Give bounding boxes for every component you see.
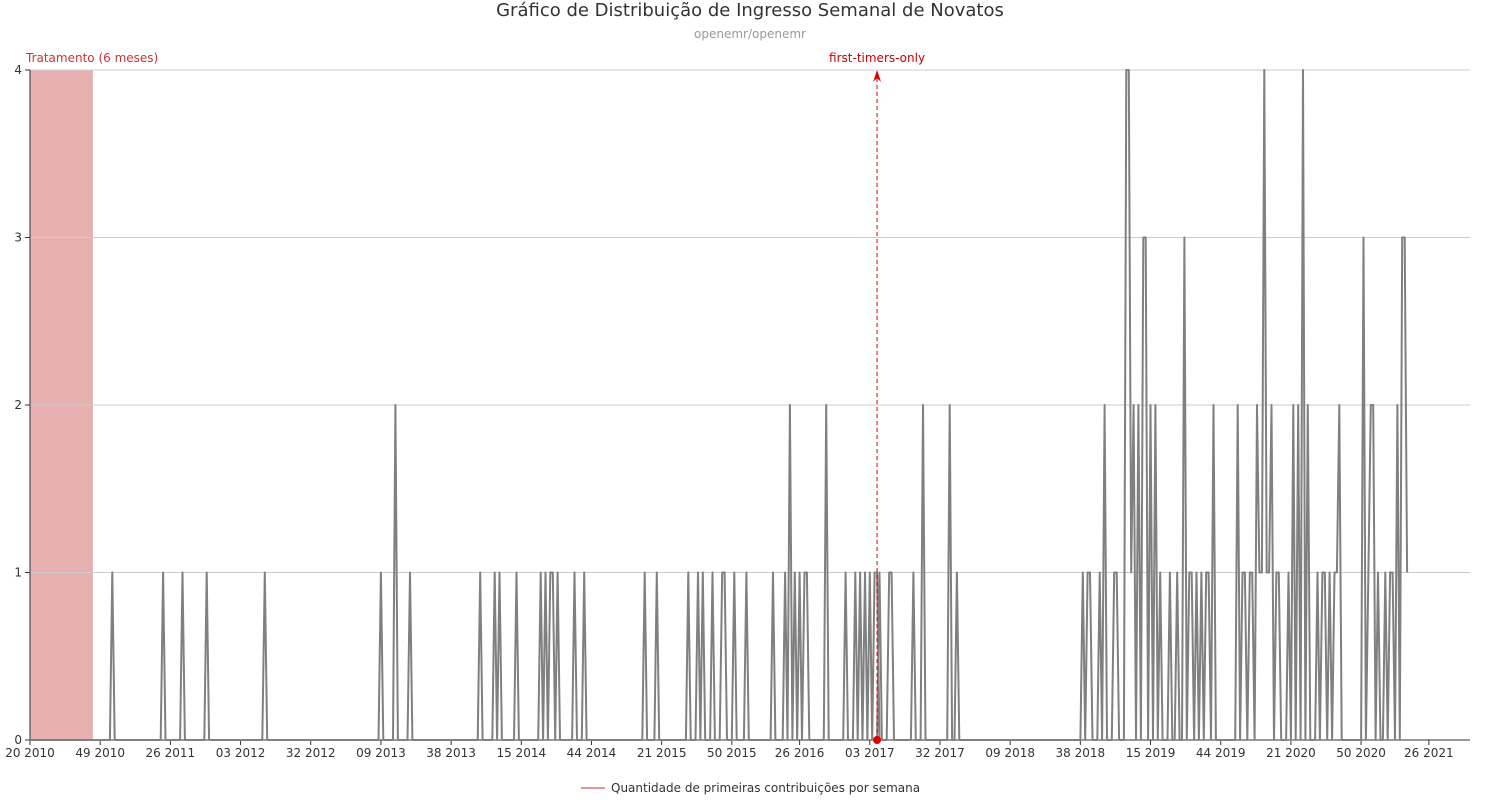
- x-tick-label: 03 2012: [216, 746, 266, 760]
- legend-label: Quantidade de primeiras contribuições po…: [611, 781, 920, 795]
- x-tick-label: 38 2013: [426, 746, 476, 760]
- x-tick-label: 49 2010: [75, 746, 125, 760]
- chart-subtitle: openemr/openemr: [694, 27, 806, 41]
- x-tick-label: 44 2014: [567, 746, 617, 760]
- legend[interactable]: Quantidade de primeiras contribuições po…: [581, 781, 920, 795]
- series-line: [30, 69, 1409, 741]
- x-tick-label: 03 2017: [845, 746, 895, 760]
- treatment-band-layer: Tratamento (6 meses): [25, 51, 158, 740]
- x-tick-label: 20 2010: [5, 746, 55, 760]
- x-tick-label: 44 2019: [1196, 746, 1246, 760]
- x-tick-label: 15 2019: [1126, 746, 1176, 760]
- marker-arrow: [873, 70, 882, 82]
- y-tick-label: 2: [14, 398, 22, 412]
- x-tick-label: 09 2013: [356, 746, 406, 760]
- x-tick-label: 38 2018: [1056, 746, 1106, 760]
- treatment-band-label: Tratamento (6 meses): [25, 51, 158, 65]
- x-tick-label: 50 2015: [707, 746, 757, 760]
- chart-title: Gráfico de Distribuição de Ingresso Sema…: [496, 0, 1004, 21]
- x-tick-label: 50 2020: [1336, 746, 1386, 760]
- y-tick-label: 1: [14, 566, 22, 580]
- x-tick-label: 15 2014: [496, 746, 546, 760]
- y-axis: 0 1 2 3 4: [14, 63, 31, 747]
- x-tick-label: 32 2012: [286, 746, 336, 760]
- y-tick-label: 0: [14, 733, 22, 747]
- x-tick-label: 09 2018: [985, 746, 1035, 760]
- x-tick-label: 26 2011: [146, 746, 196, 760]
- marker-label: first-timers-only: [829, 51, 925, 65]
- x-axis: 20 2010 49 2010 26 2011 03 2012 32 2012 09 20…: [5, 739, 1470, 760]
- x-tick-label: 26 2016: [775, 746, 825, 760]
- x-tick-label: 21 2020: [1266, 746, 1316, 760]
- x-tick-label: 32 2017: [915, 746, 965, 760]
- x-tick-label: 26 2021: [1404, 746, 1454, 760]
- y-tick-label: 3: [14, 231, 22, 245]
- x-tick-label: 21 2015: [637, 746, 687, 760]
- marker-layer: first-timers-only: [829, 51, 925, 744]
- series-layer: [30, 69, 1409, 741]
- marker-point: [873, 736, 882, 744]
- y-tick-label: 4: [14, 63, 22, 77]
